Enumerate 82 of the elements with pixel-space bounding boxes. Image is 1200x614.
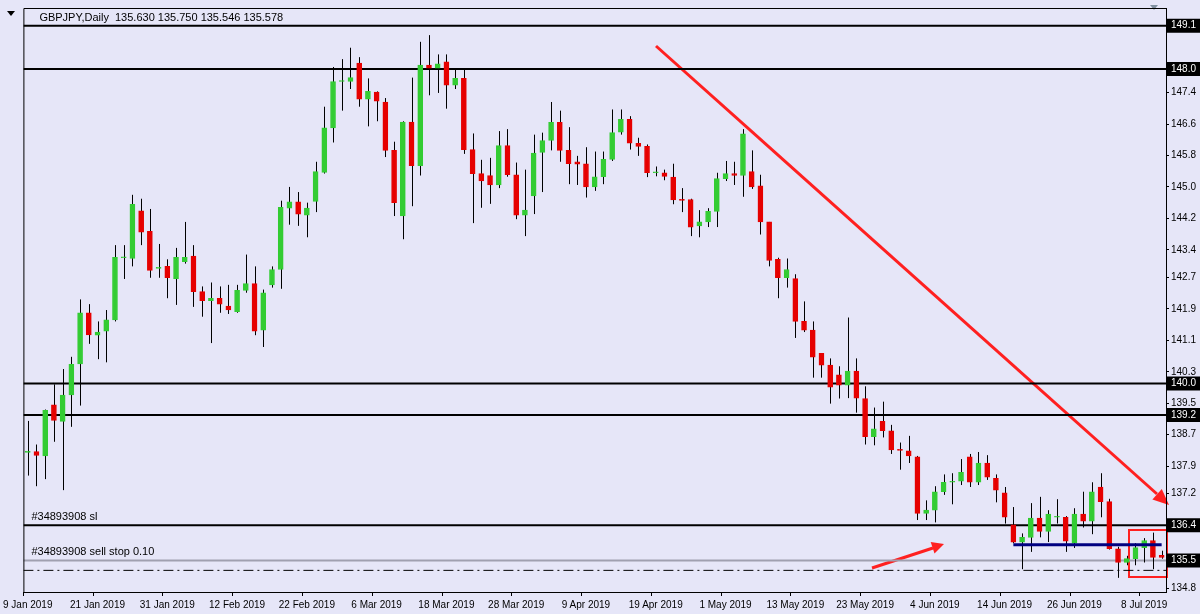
y-tick-label: 144.2 (1171, 212, 1197, 224)
candlestick (670, 163, 677, 205)
candlestick (731, 161, 738, 186)
candlestick (618, 108, 624, 136)
x-tick-label: 28 Mar 2019 (488, 598, 545, 610)
candlestick (932, 485, 938, 523)
x-tick-label: 23 May 2019 (836, 598, 895, 610)
y-tick-label: 141.9 (1171, 302, 1197, 314)
ref-line-label: #34893908 sl (31, 509, 98, 522)
y-tick-label: 145.8 (1171, 149, 1197, 161)
candlestick (242, 254, 249, 294)
y-tick-label: 147.4 (1171, 86, 1197, 98)
x-tick-label: 8 Jul 2019 (1121, 598, 1168, 610)
x-tick-label: 13 May 2019 (766, 598, 825, 610)
candlestick (164, 258, 171, 299)
candlestick (905, 435, 912, 464)
candlestick (365, 77, 371, 127)
y-tick-label: 146.6 (1171, 117, 1197, 129)
candlestick (574, 155, 581, 186)
x-tick-label: 26 Jun 2019 (1046, 598, 1103, 610)
candlestick (591, 151, 598, 192)
candlestick (208, 282, 214, 344)
y-tick-label: 143.4 (1171, 243, 1197, 255)
candlestick (775, 257, 781, 299)
candlestick (679, 187, 685, 213)
candlestick (295, 191, 301, 227)
candlestick (583, 146, 589, 199)
y-tick-label: 139.5 (1171, 396, 1197, 408)
y-tick-label: 141.1 (1171, 334, 1197, 346)
y-tick-label: 140.0 (1171, 377, 1197, 389)
y-tick-label: 135.5 (1171, 554, 1197, 566)
y-tick-label: 136.4 (1171, 518, 1197, 530)
y-tick-label: 137.9 (1171, 459, 1197, 471)
candlestick (923, 499, 929, 521)
candlestick (85, 303, 92, 345)
candlestick (199, 285, 206, 318)
x-tick-label: 22 Feb 2019 (278, 598, 336, 610)
y-tick-label: 145.0 (1171, 180, 1197, 192)
candlestick (958, 458, 964, 486)
candlestick (120, 244, 127, 280)
x-tick-label: 9 Jan 2019 (3, 598, 53, 610)
candlestick (635, 137, 642, 157)
chart-title: GBPJPY,Daily 135.630 135.750 135.546 135.578 (39, 11, 284, 24)
candlestick (949, 472, 956, 505)
candlestick (478, 159, 485, 209)
candlestick (1019, 532, 1025, 570)
y-tick-label: 149.1 (1171, 19, 1197, 31)
x-tick-label: 18 Mar 2019 (418, 598, 475, 610)
y-tick-label: 142.7 (1171, 271, 1197, 283)
candlestick (705, 207, 711, 228)
x-tick-label: 21 Jan 2019 (70, 598, 126, 610)
x-tick-label: 4 Jun 2019 (910, 598, 961, 610)
x-tick-label: 12 Feb 2019 (209, 598, 266, 610)
candlestick (548, 101, 554, 151)
candlestick (269, 265, 275, 289)
candlestick (984, 454, 991, 481)
candlestick (748, 149, 755, 190)
ref-line-label: #34893908 sell stop 0.10 (31, 545, 155, 558)
candlestick (487, 157, 493, 205)
x-tick-label: 19 Apr 2019 (628, 598, 684, 610)
candlestick (173, 247, 179, 306)
candlestick (33, 444, 40, 487)
candlestick (993, 473, 999, 503)
y-tick-label: 138.7 (1171, 428, 1197, 440)
candlestick (522, 169, 528, 237)
y-tick-label: 139.2 (1171, 408, 1197, 420)
candlestick (103, 309, 110, 363)
y-tick-label: 140.3 (1171, 365, 1197, 377)
x-tick-label: 31 Jan 2019 (139, 598, 196, 610)
x-tick-label: 9 Apr 2019 (561, 598, 611, 610)
x-tick-label: 1 May 2019 (699, 598, 753, 610)
x-tick-label: 6 Mar 2019 (351, 598, 403, 610)
candlestick (304, 202, 310, 238)
candlestick (888, 424, 895, 455)
candlestick (234, 284, 240, 314)
candlestick (181, 221, 188, 265)
y-tick-label: 137.2 (1171, 487, 1197, 499)
y-tick-label: 148.0 (1171, 62, 1197, 74)
y-tick-label: 134.8 (1171, 581, 1197, 593)
x-tick-label: 14 Jun 2019 (977, 598, 1033, 610)
candlestick (138, 198, 144, 246)
candlestick (801, 300, 807, 333)
